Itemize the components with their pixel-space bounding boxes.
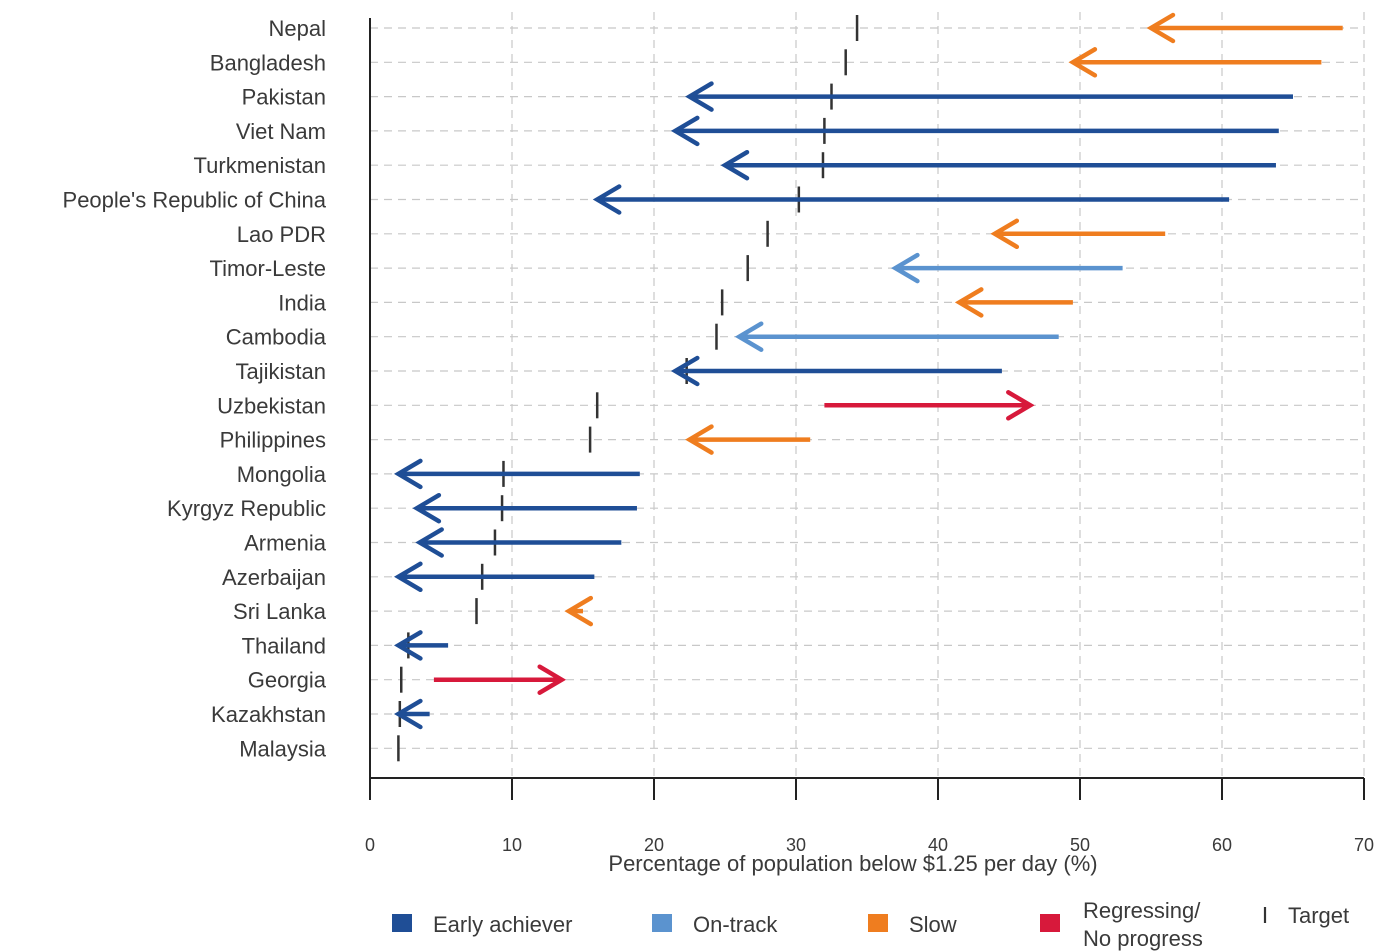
x-tick-label: 40 [928,835,948,855]
x-tick-label: 10 [502,835,522,855]
progress-arrow [670,115,1279,147]
category-label: India [278,290,326,315]
arrow-head [720,149,750,181]
progress-arrow [393,458,640,490]
category-label: Timor-Leste [209,256,326,281]
category-label: Lao PDR [237,222,326,247]
category-label: Sri Lanka [233,599,327,624]
legend-swatch [1040,914,1060,932]
category-label: Tajikistan [236,359,326,384]
progress-arrow [415,527,622,558]
x-tick-label: 70 [1354,835,1374,855]
category-label: Viet Nam [236,119,326,144]
arrow-head [412,492,442,524]
category-label: Thailand [242,633,326,658]
category-label: Philippines [220,428,326,453]
progress-arrow [433,664,567,695]
progress-arrow [990,218,1166,250]
legend-label: On-track [693,912,778,937]
arrow-head [954,287,984,318]
progress-arrow [393,630,449,661]
legend-swatch [392,914,412,932]
progress-arrow [685,424,811,455]
arrow-head [890,252,920,284]
category-labels: Nepal Bangladesh Pakistan Viet Nam Turkmenis… [63,16,327,761]
progress-arrow [890,252,1123,284]
x-tick-label: 60 [1212,835,1232,855]
x-tick-label: 30 [786,835,806,855]
category-label: Cambodia [226,325,327,350]
target-markers [397,15,859,762]
arrow-head [1146,12,1176,44]
progress-arrow [412,492,637,524]
arrow-head [734,321,764,352]
x-tick-label: 20 [644,835,664,855]
arrow-head [685,424,714,455]
arrow-head [1006,390,1035,421]
category-label: Kyrgyz Republic [167,496,326,521]
arrow-head [393,698,423,730]
legend-label: No progress [1083,926,1203,951]
category-label: Armenia [244,531,327,556]
category-label: Azerbaijan [222,565,326,590]
progress-arrow [1068,47,1322,78]
progress-arrow [685,81,1293,112]
progress-arrow [592,184,1230,215]
category-label: Georgia [248,668,327,693]
legend-label: Regressing/ [1083,898,1201,923]
legend-swatch [652,914,672,932]
category-label: Malaysia [239,736,327,761]
gridlines [370,12,1365,778]
arrow-head [670,355,700,387]
arrow-head [1068,47,1098,78]
category-label: Mongolia [237,462,327,487]
progress-arrow [720,149,1276,181]
legend-label: Target [1288,903,1349,928]
legend: Early achiever On-track Slow Regressing/No … [392,898,1349,951]
arrow-head [415,527,444,558]
legend-label: Early achiever [433,912,572,937]
arrow-head [670,115,700,147]
arrow-head [393,458,423,490]
arrow-head [990,218,1020,250]
progress-arrow [393,561,595,593]
category-label: Uzbekistan [217,393,326,418]
progress-arrow [734,321,1059,352]
category-label: Bangladesh [210,50,326,75]
category-label: Kazakhstan [211,702,326,727]
arrow-head [592,184,622,215]
category-label: Turkmenistan [194,153,326,178]
progress-arrow [670,355,1002,387]
progress-arrow [564,595,594,627]
category-label: Nepal [269,16,326,41]
legend-label: Slow [909,912,957,937]
arrow-head [564,595,594,627]
progress-arrow [1146,12,1343,44]
category-label: Pakistan [242,85,326,110]
x-tick-label: 0 [365,835,375,855]
progress-arrows [393,12,1343,730]
axes: 0 10 20 30 40 50 60 70 [365,18,1374,855]
arrow-head [537,664,567,695]
arrow-head [685,81,714,112]
legend-swatch [868,914,888,932]
x-tick-label: 50 [1070,835,1090,855]
arrow-head [393,561,423,593]
progress-arrow [954,287,1073,318]
x-axis-title: Percentage of population below $1.25 per… [608,851,1097,876]
progress-arrow [393,698,430,730]
progress-arrow [824,390,1035,421]
category-label: People's Republic of China [63,188,327,213]
arrow-head [393,630,423,661]
